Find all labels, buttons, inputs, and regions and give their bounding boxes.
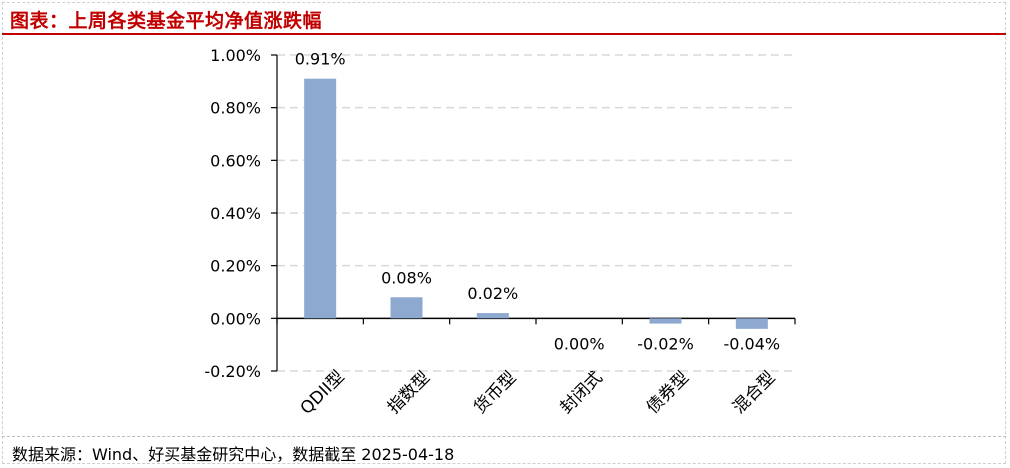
source-divider — [2, 436, 1006, 437]
data-label: -0.02% — [637, 334, 694, 353]
bar — [390, 297, 423, 319]
x-category-label: QDII型 — [297, 367, 349, 419]
y-tick-label: 0.80% — [210, 99, 261, 118]
x-category-label: 债券型 — [643, 368, 693, 418]
bar — [649, 318, 682, 324]
x-category-label: 封闭式 — [557, 368, 607, 418]
y-tick-label: 0.40% — [210, 204, 261, 223]
data-label: 0.08% — [381, 268, 432, 287]
x-category-label: 混合型 — [729, 368, 779, 418]
y-tick-label: -0.20% — [204, 362, 261, 381]
x-category-label: 指数型 — [384, 368, 434, 418]
x-category-label: 货币型 — [470, 368, 520, 418]
chart-title: 图表：上周各类基金平均净值涨跌幅 — [10, 10, 323, 32]
title-divider — [2, 33, 1006, 35]
y-tick-label: 1.00% — [210, 46, 261, 65]
data-label: 0.91% — [295, 50, 346, 69]
source-note: 数据来源：Wind、好买基金研究中心，数据截至 2025-04-18 — [12, 445, 455, 464]
data-label: 0.02% — [467, 284, 518, 303]
bar — [476, 313, 509, 319]
y-tick-label: 0.00% — [210, 309, 261, 328]
bar — [735, 318, 768, 329]
data-label: 0.00% — [554, 334, 605, 353]
bar — [304, 78, 337, 319]
data-label: -0.04% — [724, 334, 781, 353]
y-tick-label: 0.60% — [210, 151, 261, 170]
y-tick-label: 0.20% — [210, 257, 261, 276]
